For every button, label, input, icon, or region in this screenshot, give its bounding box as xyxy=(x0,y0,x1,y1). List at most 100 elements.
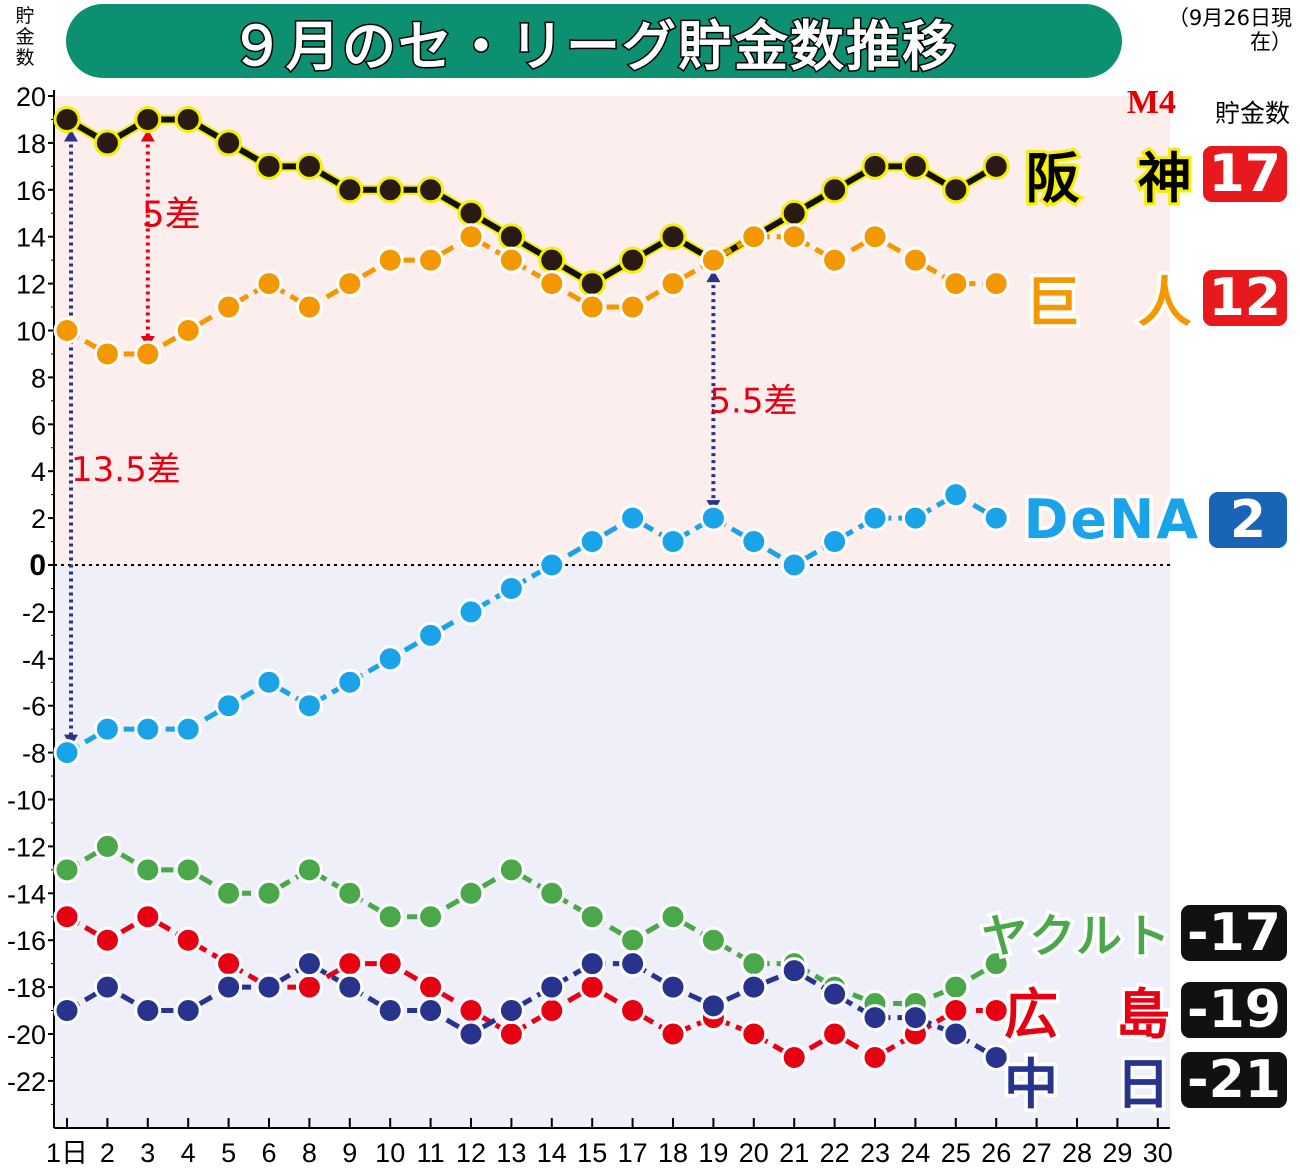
data-point xyxy=(457,879,485,907)
data-point xyxy=(578,973,606,1001)
data-point xyxy=(982,504,1010,532)
data-point xyxy=(53,739,81,767)
x-tick-label: 25 xyxy=(941,1138,971,1168)
data-point xyxy=(699,926,727,954)
data-point xyxy=(134,903,162,931)
x-tick-label: 17 xyxy=(618,1138,648,1168)
data-point xyxy=(619,950,647,978)
data-point xyxy=(578,293,606,321)
data-point xyxy=(215,973,243,1001)
x-tick-label: 12 xyxy=(456,1138,486,1168)
data-point xyxy=(901,1004,929,1032)
team-value: 12 xyxy=(1199,266,1290,329)
chart-title: ９月のセ・リーグ貯金数推移 xyxy=(229,13,958,79)
y-tick-label: 6 xyxy=(31,410,46,440)
data-point xyxy=(93,926,121,954)
data-point xyxy=(255,152,283,180)
y-tick-label: 0 xyxy=(29,549,46,582)
y-tick-label: -14 xyxy=(7,879,46,909)
x-tick-label: 4 xyxy=(181,1138,196,1168)
data-point xyxy=(255,668,283,696)
data-point xyxy=(780,1043,808,1071)
data-point xyxy=(982,270,1010,298)
data-point xyxy=(93,340,121,368)
data-point xyxy=(174,105,202,133)
value-header: 貯金数 xyxy=(1214,99,1290,128)
diff-label: 5.5差 xyxy=(709,382,797,422)
diff-label: 13.5差 xyxy=(71,450,181,490)
y-tick-label: -10 xyxy=(7,786,46,816)
data-point xyxy=(821,1020,849,1048)
data-point xyxy=(659,528,687,556)
as-of-date: （9月26日現在） xyxy=(1167,6,1292,54)
y-tick-label: -6 xyxy=(22,692,46,722)
data-point xyxy=(295,692,323,720)
x-tick-label: 13 xyxy=(496,1138,526,1168)
data-point xyxy=(134,105,162,133)
data-point xyxy=(659,270,687,298)
data-point xyxy=(376,903,404,931)
negative-zone xyxy=(54,565,1170,1128)
data-point xyxy=(93,129,121,157)
data-point xyxy=(497,574,525,602)
data-point xyxy=(295,293,323,321)
data-point xyxy=(255,973,283,1001)
title-banner: ９月のセ・リーグ貯金数推移 xyxy=(66,4,1122,79)
y-tick-label: 2 xyxy=(31,504,46,534)
y-tick-label: 18 xyxy=(16,129,46,159)
data-point xyxy=(336,270,364,298)
data-point xyxy=(457,199,485,227)
data-point xyxy=(740,973,768,1001)
data-point xyxy=(740,223,768,251)
data-point xyxy=(376,950,404,978)
team-value: -21 xyxy=(1178,1048,1290,1111)
data-point xyxy=(901,246,929,274)
data-point xyxy=(53,903,81,931)
data-point xyxy=(942,997,970,1025)
team-name: 阪 神 xyxy=(1023,144,1195,213)
x-tick-label: 18 xyxy=(658,1138,688,1168)
data-point xyxy=(538,973,566,1001)
team-value: -17 xyxy=(1178,902,1290,964)
data-point xyxy=(457,1020,485,1048)
data-point xyxy=(619,293,647,321)
data-point xyxy=(740,528,768,556)
data-point xyxy=(93,715,121,743)
data-point xyxy=(174,715,202,743)
data-point xyxy=(174,856,202,884)
data-point xyxy=(215,879,243,907)
team-name: ヤクルト xyxy=(978,906,1174,967)
legend-team-hanshin: 阪 神 17 xyxy=(1023,134,1290,213)
data-point xyxy=(417,621,445,649)
legend-team-chunichi: 中 日 -21 xyxy=(1001,1040,1290,1120)
data-point xyxy=(457,223,485,251)
data-point xyxy=(134,340,162,368)
data-point xyxy=(255,879,283,907)
y-tick-label: -4 xyxy=(22,645,46,675)
data-point xyxy=(376,997,404,1025)
data-point xyxy=(619,246,647,274)
team-name: 広 島 xyxy=(1001,980,1174,1050)
team-name: 巨 人 xyxy=(1022,268,1195,338)
data-point xyxy=(982,1043,1010,1071)
data-point xyxy=(497,223,525,251)
data-point xyxy=(942,176,970,204)
team-value: 17 xyxy=(1199,142,1290,205)
data-point xyxy=(417,997,445,1025)
team-value: -19 xyxy=(1178,978,1290,1041)
y-tick-label: 12 xyxy=(16,270,46,300)
data-point xyxy=(780,199,808,227)
y-tick-label: 10 xyxy=(16,317,46,347)
data-point xyxy=(619,997,647,1025)
x-tick-label: 22 xyxy=(820,1138,850,1168)
data-point xyxy=(861,1043,889,1071)
data-point xyxy=(619,504,647,532)
data-point xyxy=(215,293,243,321)
data-point xyxy=(821,980,849,1008)
x-tick-label: 15 xyxy=(577,1138,607,1168)
data-point xyxy=(336,176,364,204)
data-point xyxy=(53,105,81,133)
diff-label: 5差 xyxy=(142,195,201,236)
data-point xyxy=(982,950,1010,978)
x-tick-label: 3 xyxy=(140,1138,155,1168)
